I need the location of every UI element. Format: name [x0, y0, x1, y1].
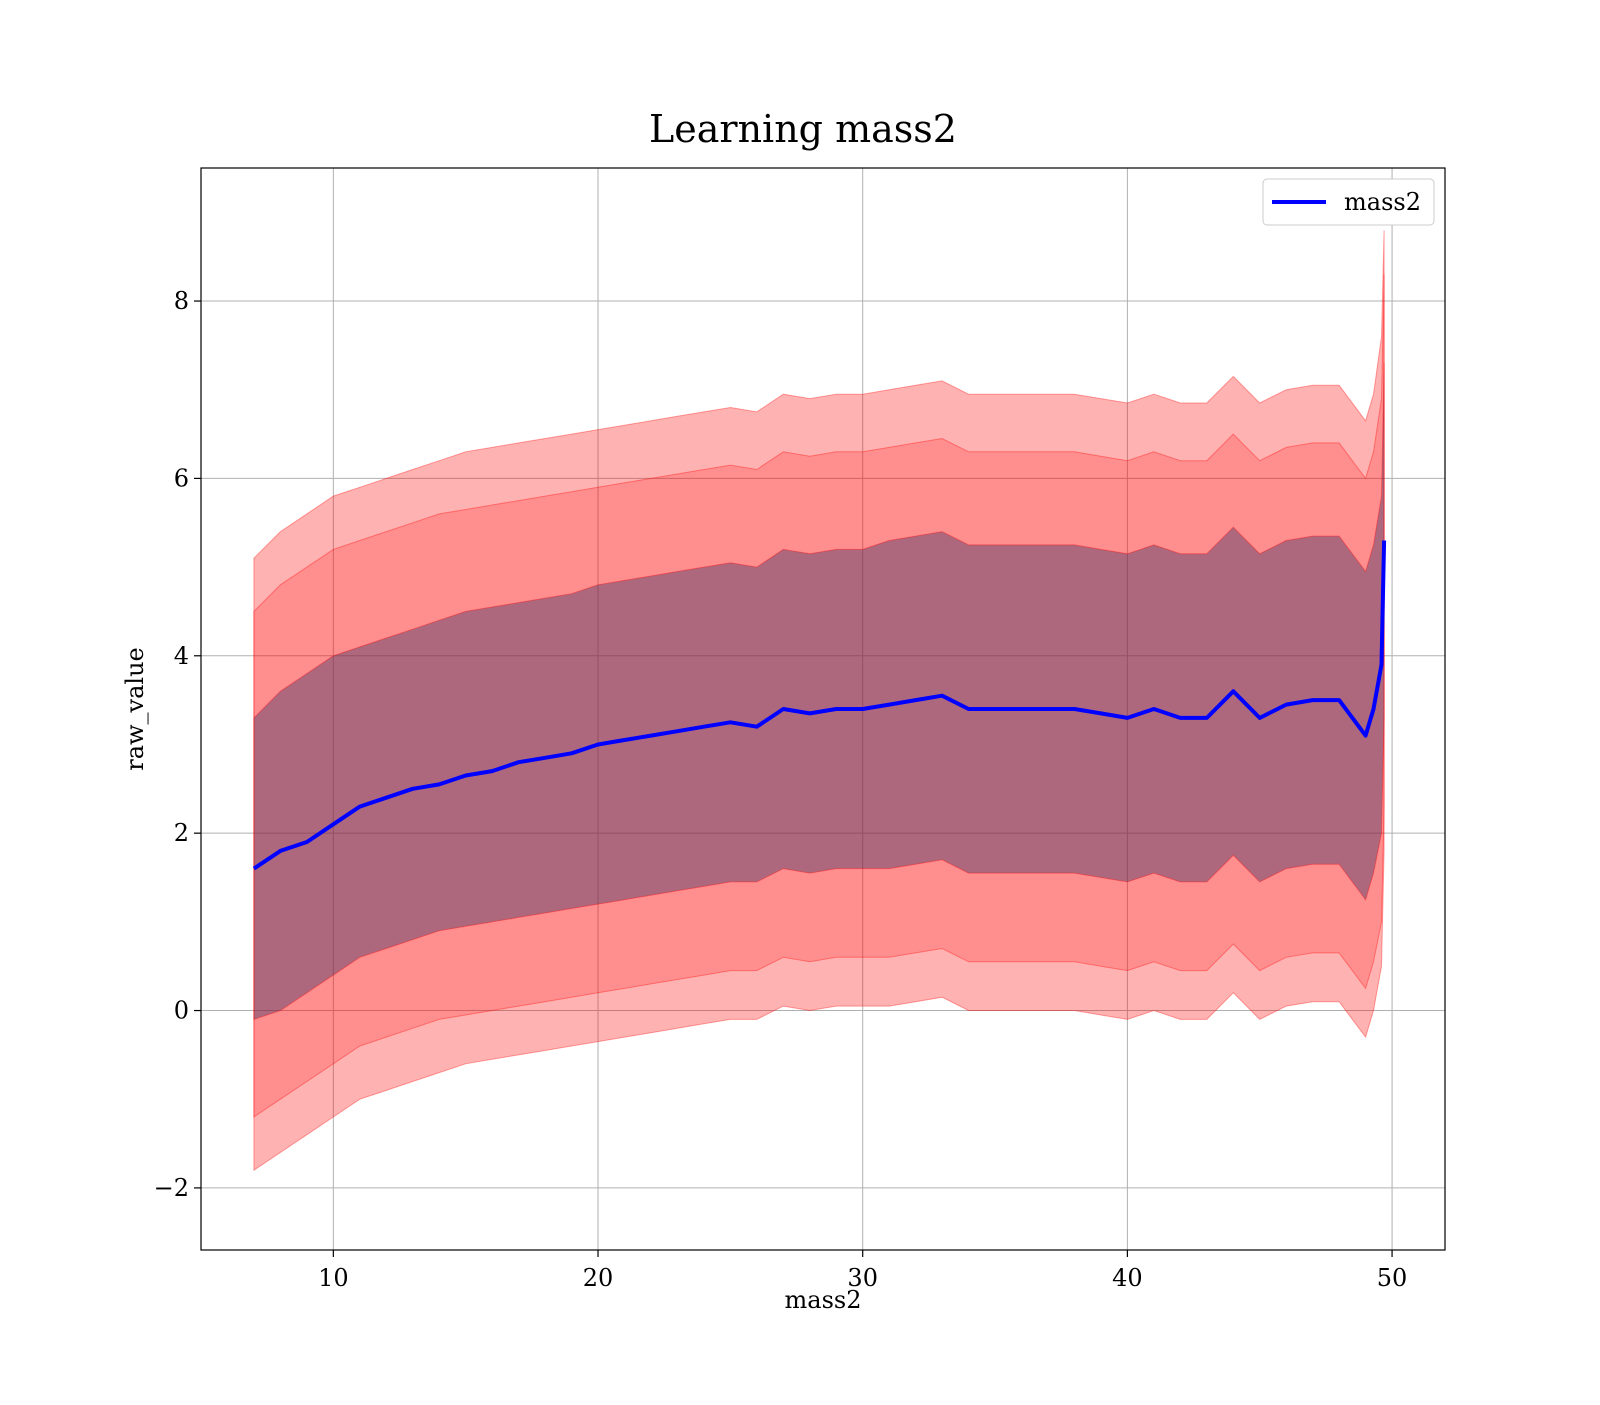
y-tick-label: 4	[174, 642, 189, 670]
x-tick-label: 30	[847, 1264, 878, 1292]
confidence-bands	[253, 230, 1385, 1172]
y-tick-label: 8	[174, 287, 189, 315]
x-tick-label: 10	[318, 1264, 349, 1292]
x-axis-label: mass2	[785, 1286, 862, 1314]
confidence-band	[253, 230, 1385, 1172]
series-lines	[252, 540, 1387, 871]
confidence-band	[253, 363, 1385, 1021]
x-axis-ticks: 10 20 30 40 50	[318, 1250, 1407, 1292]
y-tick-label: 0	[174, 997, 189, 1025]
y-axis-ticks: −2 0 2 4 6 8	[154, 287, 201, 1202]
y-tick-label: 2	[174, 819, 189, 847]
x-tick-label: 40	[1112, 1264, 1143, 1292]
legend-entry-mass2: mass2	[1344, 188, 1421, 216]
x-tick-label: 50	[1377, 1264, 1408, 1292]
y-tick-label: 6	[174, 464, 189, 492]
series-line-mass2	[252, 540, 1387, 871]
y-axis-label: raw_value	[121, 647, 149, 771]
legend: mass2	[1262, 178, 1435, 226]
confidence-band	[253, 274, 1385, 1118]
chart-title: Learning mass2	[649, 107, 957, 151]
legend-box	[1262, 178, 1435, 226]
x-tick-label: 20	[583, 1264, 614, 1292]
y-tick-label: −2	[154, 1174, 189, 1202]
plot-frame	[200, 167, 1446, 1251]
